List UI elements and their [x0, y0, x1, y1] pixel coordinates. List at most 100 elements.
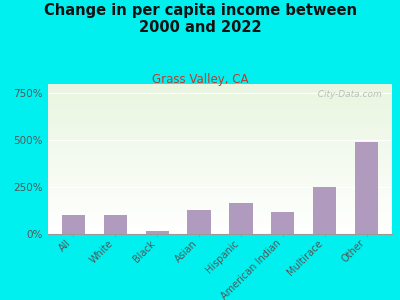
Bar	[48, 119, 392, 120]
Bar	[48, 140, 392, 141]
Bar	[48, 115, 392, 116]
Bar	[48, 183, 392, 184]
Bar	[48, 100, 392, 101]
Bar	[48, 92, 392, 93]
Bar	[48, 190, 392, 191]
Bar	[48, 215, 392, 216]
Bar	[48, 161, 392, 162]
Bar	[48, 109, 392, 110]
Bar	[48, 116, 392, 117]
Bar	[48, 87, 392, 88]
Bar	[48, 221, 392, 222]
Bar	[48, 192, 392, 193]
Bar	[48, 97, 392, 98]
Bar	[48, 131, 392, 132]
Bar	[48, 110, 392, 111]
Bar	[48, 118, 392, 119]
Bar	[48, 118, 392, 119]
Bar	[48, 98, 392, 99]
Bar	[48, 104, 392, 105]
Bar	[48, 125, 392, 126]
Bar	[48, 150, 392, 151]
Bar	[48, 225, 392, 226]
Bar	[48, 103, 392, 104]
Bar	[48, 137, 392, 138]
Bar	[48, 211, 392, 212]
Bar	[48, 216, 392, 217]
Bar	[48, 200, 392, 201]
Bar	[48, 160, 392, 161]
Bar	[48, 105, 392, 106]
Bar	[48, 219, 392, 220]
Bar	[48, 193, 392, 194]
Bar	[48, 132, 392, 133]
Bar	[48, 177, 392, 178]
Bar	[48, 107, 392, 108]
Bar	[48, 170, 392, 171]
Bar	[48, 199, 392, 200]
Bar	[48, 88, 392, 89]
Bar	[48, 223, 392, 224]
Bar	[104, 215, 127, 234]
Bar	[48, 133, 392, 134]
Bar	[48, 145, 392, 146]
Bar	[48, 164, 392, 165]
Bar	[48, 172, 392, 173]
Bar	[48, 139, 392, 140]
Bar	[48, 99, 392, 100]
Bar	[48, 157, 392, 158]
Text: Change in per capita income between
2000 and 2022: Change in per capita income between 2000…	[44, 3, 356, 35]
Bar	[48, 156, 392, 157]
Bar	[48, 162, 392, 163]
Bar	[48, 152, 392, 153]
Bar	[48, 101, 392, 102]
Bar	[48, 95, 392, 96]
Bar	[48, 231, 392, 232]
Bar	[48, 84, 392, 85]
Bar	[48, 181, 392, 182]
Bar	[48, 149, 392, 150]
Bar	[48, 160, 392, 161]
Bar	[48, 117, 392, 118]
Bar	[48, 203, 392, 204]
Text: City-Data.com: City-Data.com	[312, 90, 382, 99]
Bar	[48, 124, 392, 125]
Bar	[48, 147, 392, 148]
Bar	[48, 213, 392, 214]
Bar	[48, 86, 392, 87]
Bar	[48, 175, 392, 176]
Bar	[48, 85, 392, 86]
Bar	[48, 173, 392, 174]
Bar	[48, 158, 392, 159]
Bar	[48, 179, 392, 180]
Bar	[48, 174, 392, 175]
Bar	[48, 180, 392, 181]
Bar	[48, 113, 392, 114]
Bar	[48, 187, 392, 188]
Bar	[48, 91, 392, 92]
Bar	[48, 171, 392, 172]
Bar	[48, 159, 392, 160]
Bar	[48, 111, 392, 112]
Bar	[48, 163, 392, 164]
Bar	[48, 186, 392, 187]
Bar	[48, 129, 392, 130]
Bar	[48, 185, 392, 186]
Bar	[48, 220, 392, 221]
Bar	[48, 202, 392, 203]
Bar	[48, 195, 392, 196]
Bar	[48, 222, 392, 223]
Bar	[48, 206, 392, 207]
Bar	[48, 228, 392, 229]
Bar	[48, 134, 392, 135]
Text: Grass Valley, CA: Grass Valley, CA	[152, 74, 248, 86]
Bar	[48, 146, 392, 147]
Bar	[48, 208, 392, 209]
Bar	[48, 227, 392, 228]
Bar	[48, 94, 392, 95]
Bar	[48, 176, 392, 177]
Bar	[48, 144, 392, 145]
Bar	[355, 142, 378, 234]
Bar	[48, 143, 392, 144]
Bar	[48, 100, 392, 101]
